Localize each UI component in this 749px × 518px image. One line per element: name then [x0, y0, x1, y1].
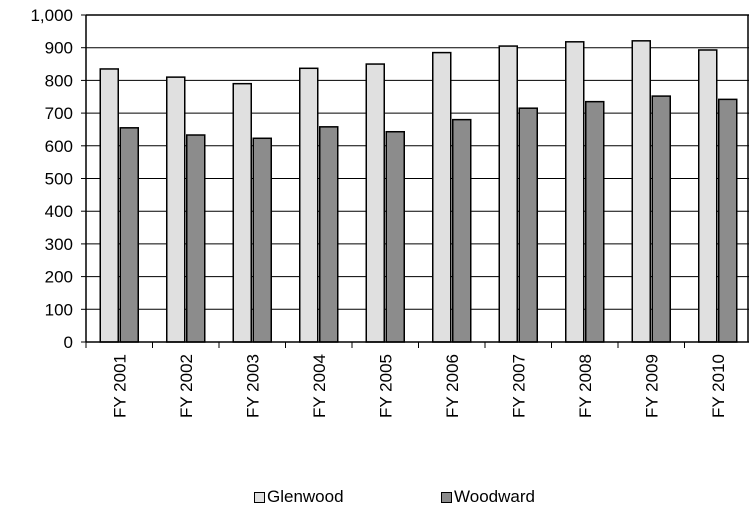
bar-woodward-fy-2004 [319, 126, 339, 343]
y-tick-label: 900 [45, 39, 73, 58]
x-tick-label: FY 2005 [376, 354, 395, 418]
y-tick-label: 500 [45, 170, 73, 189]
x-tick-label: FY 2002 [177, 354, 196, 418]
bar-glenwood-fy-2006 [432, 51, 452, 343]
bar-woodward-fy-2008 [585, 100, 605, 343]
y-tick-label: 700 [45, 104, 73, 123]
y-tick-label: 200 [45, 268, 73, 287]
x-tick-labels: FY 2001 FY 2002 FY 2003 FY 2004 FY 2005 FY 20… [110, 354, 728, 418]
y-tick-label: 100 [45, 300, 73, 319]
y-tick-labels: 0 100 200 300 400 500 600 700 800 900 1,000 [30, 6, 73, 352]
bar-woodward-fy-2009 [651, 95, 671, 343]
y-tick-label: 400 [45, 202, 73, 221]
bars [99, 40, 738, 343]
y-tick-label: 800 [45, 71, 73, 90]
x-tick-label: FY 2009 [642, 354, 661, 418]
y-tick-label: 0 [64, 333, 73, 352]
bar-glenwood-fy-2008 [565, 41, 585, 343]
x-tick-label: FY 2003 [243, 354, 262, 418]
legend-label-glenwood: Glenwood [267, 487, 344, 506]
legend-item-woodward: Woodward [441, 487, 535, 507]
bar-woodward-fy-2006 [452, 118, 472, 343]
x-tick-label: FY 2006 [443, 354, 462, 418]
bar-woodward-fy-2003 [252, 137, 272, 343]
bar-woodward-fy-2005 [385, 130, 405, 343]
legend-item-glenwood: Glenwood [254, 487, 344, 507]
bar-woodward-fy-2002 [186, 134, 206, 343]
bar-woodward-fy-2007 [518, 107, 538, 343]
legend-label-woodward: Woodward [454, 487, 535, 506]
y-tick-label: 1,000 [30, 6, 73, 25]
x-tick-label: FY 2007 [509, 354, 528, 418]
bar-woodward-fy-2001 [119, 127, 139, 343]
x-tick-label: FY 2010 [709, 354, 728, 418]
legend: Glenwood Woodward [0, 487, 749, 511]
bar-glenwood-fy-2001 [99, 68, 119, 343]
y-tick-label: 600 [45, 137, 73, 156]
bar-glenwood-fy-2004 [299, 67, 319, 343]
legend-swatch-glenwood [254, 491, 265, 503]
bar-glenwood-fy-2002 [166, 76, 186, 343]
y-tick-label: 300 [45, 235, 73, 254]
bar-glenwood-fy-2009 [631, 40, 651, 343]
legend-swatch-woodward [441, 491, 452, 503]
bar-glenwood-fy-2007 [498, 45, 518, 343]
bar-glenwood-fy-2010 [698, 49, 718, 343]
bar-glenwood-fy-2003 [232, 82, 252, 343]
bar-glenwood-fy-2005 [365, 63, 385, 343]
x-tick-label: FY 2008 [576, 354, 595, 418]
axes [81, 14, 749, 348]
x-tick-label: FY 2001 [110, 354, 129, 418]
x-tick-label: FY 2004 [310, 354, 329, 418]
bar-woodward-fy-2010 [718, 98, 738, 343]
